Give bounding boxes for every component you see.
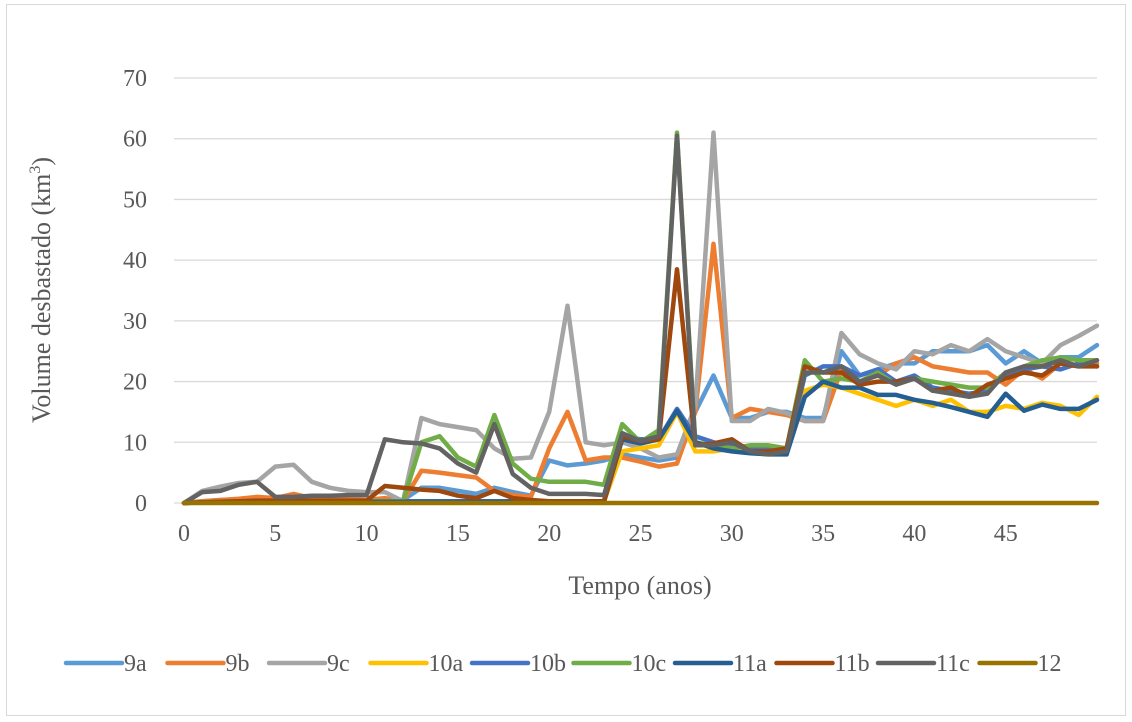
y-axis-title-close: ) (27, 157, 56, 166)
legend-label-9c: 9c (327, 651, 350, 677)
y-tick-label: 30 (123, 309, 147, 335)
legend-label-10c: 10c (632, 651, 667, 677)
y-axis-title-superscript: 3 (27, 166, 44, 174)
x-tick-label: 0 (178, 521, 190, 547)
legend-label-10a: 10a (429, 651, 464, 677)
x-tick-label: 30 (720, 521, 744, 547)
series-line-9b (181, 241, 1100, 506)
y-tick-label: 60 (123, 127, 147, 153)
y-tick-label: 10 (123, 430, 147, 456)
y-tick-label: 70 (123, 66, 147, 92)
legend-label-11b: 11b (835, 651, 870, 677)
series-lines (181, 130, 1100, 506)
legend-label-9a: 9a (124, 651, 147, 677)
x-tick-labels: 0 5 10 15 20 25 30 35 40 45 (178, 521, 1018, 547)
x-tick-label: 45 (994, 521, 1018, 547)
legend-label-10b: 10b (530, 651, 566, 677)
legend-label-11c: 11c (936, 651, 970, 677)
legend-label-12: 12 (1038, 651, 1062, 677)
y-axis-title: Volume desbastado (km3) (27, 157, 56, 423)
y-tick-labels: 0 10 20 30 40 50 60 70 (123, 66, 147, 517)
x-tick-label: 10 (355, 521, 379, 547)
x-axis-title: Tempo (anos) (568, 571, 711, 600)
y-tick-label: 40 (123, 248, 147, 274)
x-tick-label: 40 (902, 521, 926, 547)
legend: 9a 9b 9c 10a 10b 10c 11a 11b 11c 12 (63, 651, 1062, 677)
series-line-11c (181, 133, 1100, 506)
y-tick-label: 20 (123, 370, 147, 396)
y-tick-label: 0 (135, 491, 147, 517)
legend-label-11a: 11a (733, 651, 767, 677)
x-tick-label: 20 (537, 521, 561, 547)
chart-frame (6, 4, 1126, 716)
x-tick-label: 25 (629, 521, 653, 547)
y-axis-title-main: Volume desbastado (km (27, 174, 56, 423)
x-tick-label: 5 (269, 521, 281, 547)
legend-label-9b: 9b (226, 651, 250, 677)
x-tick-label: 35 (811, 521, 835, 547)
y-tick-label: 50 (123, 187, 147, 213)
x-tick-label: 15 (446, 521, 470, 547)
